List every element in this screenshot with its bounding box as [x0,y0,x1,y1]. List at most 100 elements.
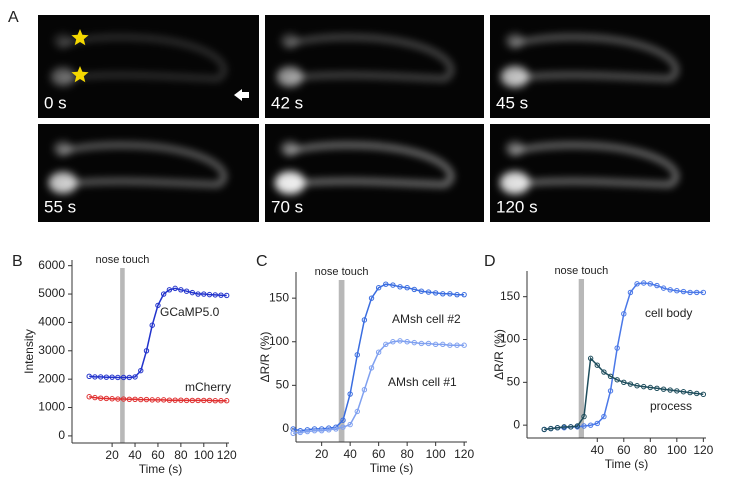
data-point [340,424,346,430]
data-point [581,423,587,429]
data-point [333,426,339,432]
data-point [195,397,201,404]
data-point [347,391,353,397]
y-tick-label: 0 [282,421,289,435]
data-point [297,429,303,436]
data-point [143,348,150,354]
data-point [627,381,634,387]
data-point [680,288,687,295]
data-point [640,280,647,286]
data-point [554,425,561,431]
data-point [607,373,614,380]
time-label: 45 s [496,93,528,112]
data-point [149,397,155,403]
series-line [293,340,465,435]
data-point [425,289,432,295]
annotation: nose touch [315,266,369,278]
data-point [454,342,460,348]
x-tick-label: 40 [591,443,605,457]
worm-signal [50,33,227,87]
x-tick-label: 80 [174,448,188,462]
data-point [183,288,190,294]
x-tick-label: 100 [426,447,446,461]
y-tick-label: 0 [58,428,65,442]
panel-label: B [12,253,23,270]
data-point [368,365,375,371]
cell-body-glow [48,171,78,194]
data-point [614,345,620,351]
data-point [574,423,581,429]
data-point [461,342,467,348]
x-tick-label: 120 [217,448,237,462]
x-tick-label: 60 [617,443,631,457]
stimulus-bar [578,279,585,438]
data-point [347,421,353,428]
data-point [109,396,115,402]
data-point [404,284,410,291]
data-point [97,374,104,380]
time-label: 70 s [271,197,303,216]
data-point [667,287,673,293]
series-line [89,396,227,402]
data-point [700,289,707,296]
data-point [561,424,567,430]
data-point [581,413,587,420]
data-point [383,281,389,287]
data-point [86,373,92,380]
data-point [461,291,467,298]
data-point [594,362,600,368]
data-point [206,291,213,298]
x-tick-label: 120 [693,443,713,457]
y-tick-label: 3000 [38,343,65,357]
stimulus-bar [338,280,345,442]
annotation: nose touch [554,265,608,277]
x-axis-label: Time (s) [370,461,414,475]
data-point [160,397,167,403]
series-label: AMsh cell #2 [392,312,461,326]
data-point [440,341,446,348]
data-point [694,289,700,296]
process-glow [510,34,679,82]
data-point [654,282,660,289]
data-point [195,291,201,297]
series-line [292,283,465,432]
y-tick-label: 150 [269,290,289,304]
data-point [548,425,554,432]
y-tick-label: 150 [500,289,520,303]
panel-label: D [484,253,496,270]
process-glow [510,142,679,188]
data-point [621,311,627,317]
data-point [132,374,138,380]
x-tick-label: 60 [372,447,386,461]
data-point [411,339,417,346]
data-point [375,349,382,355]
y-tick-label: 2000 [38,371,65,385]
cell-body-glow [54,141,72,156]
y-tick-label: 50 [276,378,290,392]
y-tick-label: 4000 [38,315,65,329]
series-line [89,287,227,379]
cell-body-glow [281,141,299,156]
data-point [172,285,178,292]
cell-body-glow [506,141,524,156]
data-point [138,367,144,374]
data-point [224,398,230,404]
data-point [138,396,144,403]
data-point [189,289,196,296]
data-point [212,398,218,404]
cell-body-glow [50,67,76,87]
data-point [587,422,594,428]
x-tick-label: 100 [667,443,687,457]
data-point [647,281,654,287]
data-point [601,369,607,375]
data-point [587,355,594,362]
data-point [361,386,368,393]
data-point [674,287,680,294]
data-point [149,322,155,328]
star-marker [71,66,89,83]
data-point [354,408,360,415]
data-point [340,417,346,423]
data-point [201,397,207,404]
data-point [418,340,425,347]
